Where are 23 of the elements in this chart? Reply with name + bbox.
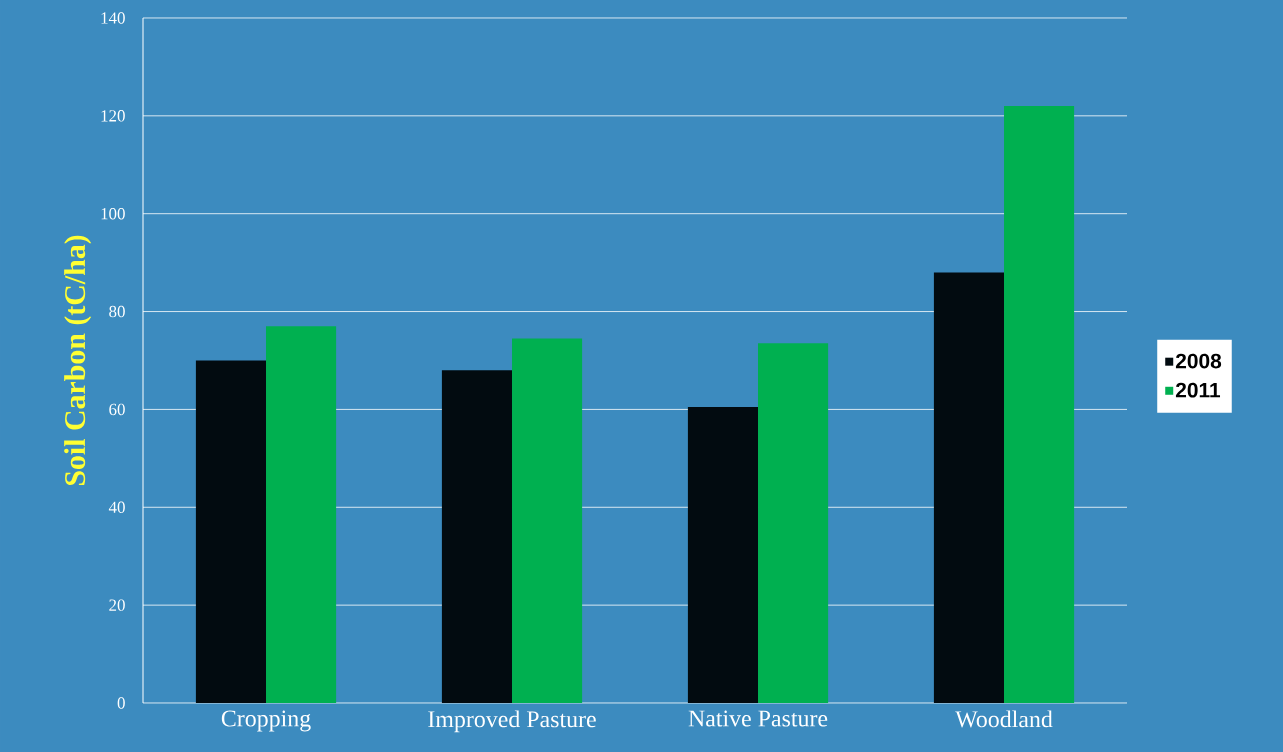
y-tick-label: 60 — [109, 403, 125, 416]
bar — [441, 370, 513, 703]
bar — [933, 272, 1005, 703]
x-tick-label: Native Pasture — [688, 710, 828, 727]
y-tick-label: 100 — [101, 207, 125, 220]
x-tick-label: Cropping — [221, 710, 311, 732]
bar — [687, 406, 759, 703]
bar — [266, 326, 337, 703]
y-tick-label: 0 — [117, 697, 125, 709]
y-tick-label: 20 — [109, 599, 125, 611]
legend-label: 2011 — [1175, 382, 1221, 398]
legend-label: 2008 — [1175, 353, 1222, 369]
bar — [758, 343, 829, 703]
y-tick-label: 80 — [109, 305, 125, 318]
bar — [512, 338, 583, 703]
y-tick-label: 120 — [101, 110, 125, 122]
bar — [1004, 106, 1075, 703]
y-tick-label: 140 — [101, 12, 125, 24]
bar — [195, 360, 267, 703]
x-tick-label: Improved Pasture — [428, 710, 596, 733]
y-axis-title: Soil Carbon (tC/ha) — [64, 235, 92, 486]
x-tick-label: Woodland — [955, 710, 1053, 728]
y-tick-label: 40 — [108, 501, 125, 513]
